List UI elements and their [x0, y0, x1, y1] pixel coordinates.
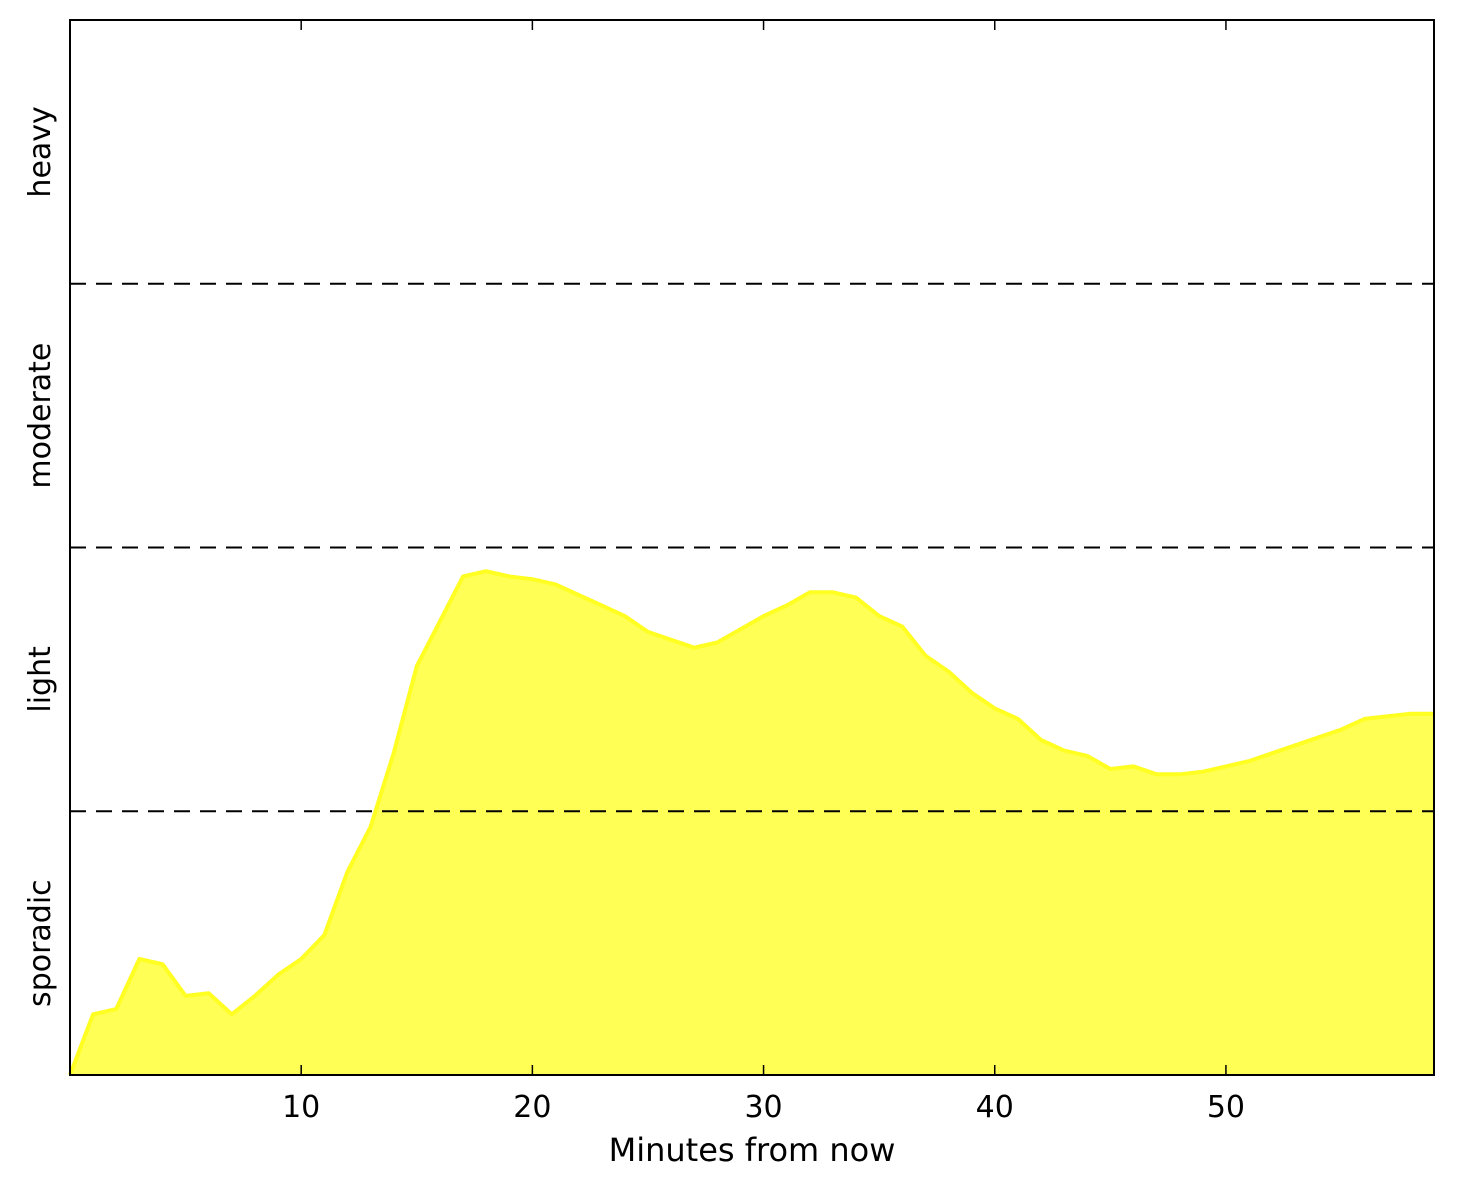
threshold-lines — [70, 282, 1434, 813]
x-tick-label: 10 — [282, 1090, 320, 1125]
x-axis-ticks: 10 20 30 40 50 — [282, 20, 1245, 1125]
y-band-labels: sporadic light moderate heavy — [23, 106, 58, 1007]
area-layer — [68, 569, 1434, 1076]
y-band-label: moderate — [23, 343, 58, 489]
x-tick-label: 20 — [513, 1090, 551, 1125]
y-band-label: sporadic — [23, 879, 58, 1007]
plot-frame — [69, 19, 1435, 1076]
y-band-label: heavy — [23, 106, 58, 197]
x-tick-label: 30 — [744, 1090, 782, 1125]
series-area-fill — [70, 571, 1434, 1075]
y-band-label: light — [23, 646, 58, 713]
x-tick-label: 50 — [1207, 1090, 1245, 1125]
series-line — [68, 569, 1434, 1076]
x-tick-label: 40 — [976, 1090, 1014, 1125]
x-axis-title: Minutes from now — [609, 1131, 896, 1169]
